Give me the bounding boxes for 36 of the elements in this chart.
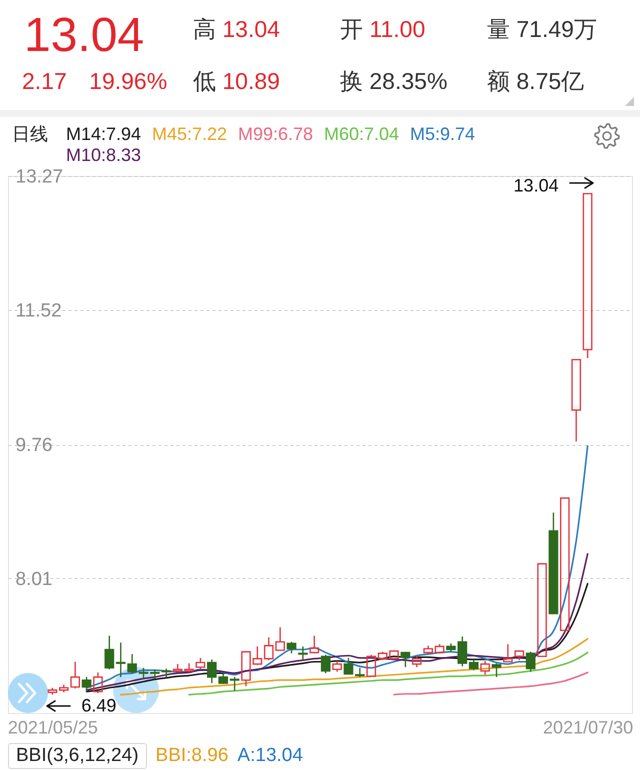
- line-series: [86, 582, 588, 692]
- y-tick-label: 11.52: [16, 300, 62, 322]
- text: 低 10.89: [193, 68, 280, 94]
- line-series: [120, 638, 588, 696]
- candlestick: [207, 658, 217, 684]
- text: M14:7.94: [66, 124, 142, 144]
- text: 量 71.49万: [487, 16, 597, 42]
- text: 额 8.75亿: [487, 68, 584, 94]
- candlestick: [480, 660, 490, 676]
- chart-subtitle: 2.17 19.96%: [22, 67, 168, 96]
- line-series: [188, 652, 588, 696]
- x-tick-label: 2021/07/30: [543, 718, 634, 738]
- y-tick-label: 9.76: [16, 435, 52, 456]
- line-series: [86, 553, 588, 691]
- text: M45:7.22: [152, 124, 228, 144]
- text: 换 28.35%: [340, 68, 448, 94]
- text: BBI:8.96: [156, 744, 228, 768]
- chart-title: 13.04: [24, 9, 144, 62]
- text: BBI(3,6,12,24): [8, 743, 147, 769]
- candlestick: [116, 642, 126, 678]
- annotation: 6.49: [81, 696, 116, 716]
- candlestick: [161, 668, 172, 678]
- text: M10:8.33: [66, 145, 142, 165]
- annotation: 13.04: [514, 176, 559, 196]
- y-tick-label: 13.27: [16, 166, 64, 188]
- text: M5:9.74: [410, 124, 476, 144]
- text: 高 13.04: [193, 16, 280, 42]
- x-tick-label: 2021/05/25: [8, 718, 98, 738]
- text: M99:6.78: [238, 124, 314, 144]
- legend-title: 日线: [12, 124, 48, 144]
- y-tick-label: 8.01: [16, 568, 52, 590]
- line-series: [393, 672, 588, 696]
- text: A:13.04: [237, 744, 303, 768]
- candlestick: [58, 684, 69, 693]
- text: M60:7.04: [324, 124, 400, 144]
- text: 开 11.00: [340, 16, 426, 42]
